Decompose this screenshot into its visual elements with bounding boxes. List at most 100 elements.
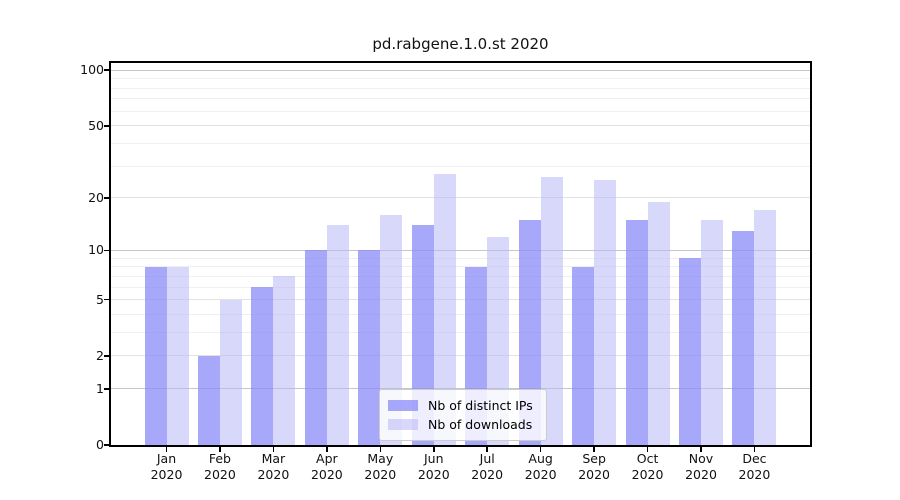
y-tick-mark-1 [104, 387, 109, 390]
bar-aug-downloads [540, 177, 563, 445]
month-label: Sep [582, 451, 606, 466]
x-tick-label-jan: Jan 2020 [135, 451, 199, 482]
gridline-y-100 [111, 69, 810, 71]
y-tick-label-100: 100 [80, 62, 104, 78]
y-tick-mark-5 [104, 298, 109, 301]
month-label: Jun [423, 451, 444, 466]
gridline-y-70 [111, 98, 810, 100]
bar-jun-downloads [433, 174, 456, 445]
month-label: May [367, 451, 394, 466]
gridline-y-90 [111, 78, 810, 80]
legend-swatch-downloads [388, 419, 418, 430]
year-label: 2020 [257, 466, 290, 482]
x-tick-label-apr: Apr 2020 [295, 451, 359, 482]
gridline-y-3 [111, 331, 810, 333]
legend-label: Nb of distinct IPs [428, 398, 533, 413]
gridline-y-7 [111, 275, 810, 277]
month-label: Jan [156, 451, 177, 466]
y-tick-label-5: 5 [96, 291, 104, 307]
gridline-y-5 [111, 299, 810, 301]
bar-may-downloads [380, 214, 403, 445]
x-tick-mark-apr [326, 447, 328, 452]
gridline-y-30 [111, 165, 810, 167]
y-tick-mark-10 [104, 249, 109, 252]
gridline-y-60 [111, 110, 810, 112]
bar-may-ips [358, 250, 381, 445]
x-tick-mark-mar [272, 447, 275, 452]
bar-nov-downloads [701, 219, 723, 445]
year-label: 2020 [310, 466, 343, 482]
legend-label: Nb of downloads [428, 417, 533, 432]
gridline-y-2 [111, 355, 810, 357]
y-tick-mark-20 [104, 197, 109, 199]
gridline-y-50 [111, 125, 810, 127]
x-tick-label-aug: Aug 2020 [509, 451, 573, 482]
x-tick-mark-dec [753, 447, 756, 452]
bar-aug-ips [518, 219, 541, 445]
x-tick-label-mar: Mar 2020 [241, 451, 305, 482]
x-tick-mark-jul [486, 447, 488, 452]
plot-area: Nb of distinct IPs Nb of downloads [111, 63, 810, 445]
year-label: 2020 [685, 466, 717, 482]
gridline-y-40 [111, 142, 810, 144]
bar-mar-downloads [273, 276, 296, 445]
bar-apr-ips [304, 250, 327, 445]
bar-apr-downloads [326, 225, 349, 445]
y-tick-label-1: 1 [96, 380, 104, 396]
month-label: Jul [479, 451, 495, 466]
y-tick-label-2: 2 [96, 347, 104, 363]
y-tick-mark-2 [104, 355, 109, 357]
y-tick-label-20: 20 [88, 189, 104, 205]
year-label: 2020 [578, 466, 610, 482]
month-label: Apr [316, 451, 338, 466]
x-tick-label-feb: Feb 2020 [188, 451, 252, 482]
year-label: 2020 [150, 466, 183, 482]
bar-dec-ips [732, 230, 755, 445]
legend: Nb of distinct IPs Nb of downloads [379, 389, 547, 441]
legend-item: Nb of distinct IPs [388, 396, 538, 415]
gridline-y-20 [111, 197, 810, 199]
y-tick-label-0: 0 [96, 437, 104, 452]
bar-feb-downloads [219, 299, 242, 445]
x-tick-label-oct: Oct 2020 [616, 451, 680, 482]
year-label: 2020 [204, 466, 236, 482]
plot-frame [109, 61, 812, 447]
legend-item: Nb of downloads [388, 415, 538, 434]
x-tick-label-dec: Dec 2020 [722, 451, 786, 482]
x-tick-mark-aug [539, 447, 542, 452]
month-label: Mar [261, 451, 286, 466]
gridline-y-4 [111, 313, 810, 315]
x-tick-mark-feb [219, 447, 221, 452]
legend-swatch-ips [388, 400, 418, 411]
x-tick-label-sep: Sep 2020 [562, 451, 626, 482]
month-label: Feb [208, 451, 231, 466]
gridline-y-9 [111, 257, 810, 259]
month-label: Dec [742, 451, 767, 466]
y-tick-mark-50 [104, 124, 109, 127]
gridline-y-1 [111, 388, 810, 390]
chart-title: pd.rabgene.1.0.st 2020 [372, 35, 549, 53]
y-tick-label-10: 10 [88, 242, 104, 258]
x-tick-mark-jan [165, 447, 168, 452]
gridline-y-10 [111, 249, 810, 251]
bar-dec-downloads [754, 210, 777, 445]
year-label: 2020 [364, 466, 397, 482]
x-tick-mark-jun [432, 447, 435, 452]
bar-feb-ips [197, 355, 220, 445]
x-tick-label-jun: Jun 2020 [402, 451, 466, 482]
month-label: Nov [688, 451, 714, 466]
y-tick-label-50: 50 [88, 117, 104, 133]
y-tick-mark-0 [104, 444, 109, 446]
bar-sep-downloads [594, 180, 617, 445]
year-label: 2020 [417, 466, 450, 482]
year-label: 2020 [524, 466, 557, 482]
x-tick-mark-nov [700, 447, 702, 452]
gridline-y-80 [111, 87, 810, 89]
x-tick-label-jul: Jul 2020 [455, 451, 519, 482]
bar-mar-ips [251, 287, 274, 445]
year-label: 2020 [738, 466, 771, 482]
month-label: Oct [636, 451, 659, 466]
y-tick-mark-100 [104, 69, 109, 72]
bar-jan-downloads [166, 266, 189, 445]
